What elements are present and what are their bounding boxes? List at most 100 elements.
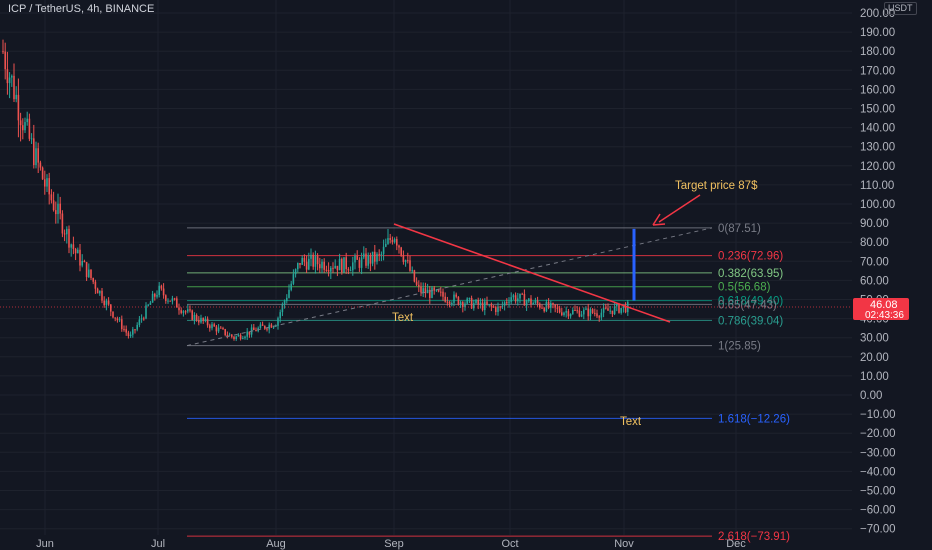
candle-body xyxy=(33,138,35,166)
fib-trend-diagonal[interactable] xyxy=(186,227,713,347)
candle-body xyxy=(173,298,176,300)
target-arrow-line[interactable] xyxy=(658,194,701,223)
candle-body xyxy=(583,309,585,315)
candle-body xyxy=(391,239,394,243)
candle-body xyxy=(244,336,246,339)
candle-body xyxy=(79,249,81,266)
candle-body xyxy=(50,194,53,201)
price-tick-label: 200.00 xyxy=(860,8,895,20)
candle-body xyxy=(565,311,567,313)
candle-body xyxy=(283,300,286,305)
candle-body xyxy=(233,336,235,340)
candle-body xyxy=(261,324,264,326)
candle-body xyxy=(162,288,165,296)
candle-body xyxy=(479,302,482,305)
price-tick-label: 0.00 xyxy=(860,390,882,402)
candle-body xyxy=(369,255,372,264)
fib-level-label: 0.786(39.04) xyxy=(718,315,783,327)
candle-body xyxy=(305,261,308,270)
target-price-annotation[interactable]: Target price 87$ xyxy=(675,180,758,192)
candle-body xyxy=(266,328,268,330)
candle-body xyxy=(508,301,510,303)
candle-body xyxy=(521,293,523,295)
candle-body xyxy=(129,334,132,337)
current-price-tag[interactable] xyxy=(853,297,909,320)
candle-body xyxy=(341,258,343,273)
candle-body xyxy=(431,287,433,298)
candle-body xyxy=(589,309,592,317)
price-tick-label: 120.00 xyxy=(860,161,895,173)
candle-body xyxy=(354,255,356,263)
candle-body xyxy=(517,298,519,302)
candle-body xyxy=(213,324,215,327)
candle-body xyxy=(314,256,317,267)
candle-body xyxy=(30,138,33,140)
descending-trendline[interactable] xyxy=(393,223,671,323)
fib-level-label: 2.618(−73.91) xyxy=(718,531,790,543)
candle-body xyxy=(563,312,565,316)
candle-body xyxy=(96,288,99,294)
candle-body xyxy=(587,308,589,317)
candle-body xyxy=(77,249,79,254)
candle-body xyxy=(297,262,299,270)
candle-body xyxy=(184,311,187,313)
candle-body xyxy=(26,118,28,123)
candle-body xyxy=(624,305,627,313)
candle-body xyxy=(92,278,94,282)
candle-body xyxy=(466,298,468,304)
candle-body xyxy=(156,294,158,297)
candle-body xyxy=(180,310,182,313)
candle-body xyxy=(270,324,273,328)
candle-body xyxy=(209,325,211,329)
text-annotation[interactable]: Text xyxy=(392,312,414,324)
candle-body xyxy=(528,298,530,302)
currency-badge[interactable]: USDT xyxy=(884,2,917,15)
candle-body xyxy=(393,239,396,243)
candle-body xyxy=(415,281,418,285)
candle-body xyxy=(468,297,471,299)
fibonacci-retracement[interactable]: 0(87.51) 0.236(72.96) 0.382(63.95) 0.5(56.6… xyxy=(187,223,790,543)
candle-body xyxy=(418,284,420,287)
time-tick-label: Oct xyxy=(501,538,518,550)
text-annotation[interactable]: Text xyxy=(620,416,642,428)
candle-body xyxy=(422,288,424,293)
candle-body xyxy=(360,257,363,268)
candle-body xyxy=(149,302,152,305)
candle-body xyxy=(576,310,578,312)
candle-body xyxy=(200,317,202,323)
candle-body xyxy=(600,312,603,318)
candle-body xyxy=(11,75,13,78)
candle-body xyxy=(151,293,154,303)
candle-body xyxy=(202,317,204,321)
fib-level-label: 0.236(72.96) xyxy=(718,251,783,263)
candle-body xyxy=(556,307,559,309)
candle-body xyxy=(330,267,332,272)
candle-body xyxy=(110,304,112,312)
candle-body xyxy=(411,270,413,272)
candle-body xyxy=(160,285,163,289)
candle-body xyxy=(552,303,554,305)
candle-body xyxy=(123,329,125,331)
price-axis[interactable]: 200.00 190.00 180.00 170.00 160.00 150.00 140.… xyxy=(853,8,909,536)
candle-body xyxy=(338,258,341,271)
time-axis[interactable]: Jun Jul Aug Sep Oct Nov Dec xyxy=(36,538,746,550)
candle-body xyxy=(61,213,64,234)
candle-body xyxy=(206,318,209,326)
candle-body xyxy=(440,291,442,293)
candle-body xyxy=(594,312,596,314)
candle-body xyxy=(143,318,145,320)
candle-body xyxy=(83,261,86,263)
candle-body xyxy=(90,269,92,279)
candle-body xyxy=(316,256,319,265)
candle-body xyxy=(525,301,528,306)
candle-body xyxy=(19,120,22,126)
candle-body xyxy=(246,331,248,337)
candle-body xyxy=(112,311,114,318)
candle-body xyxy=(605,307,607,309)
candle-body xyxy=(235,336,237,340)
candle-body xyxy=(35,148,37,166)
candle-body xyxy=(310,254,312,259)
time-tick-label: Sep xyxy=(384,538,404,550)
chart-drawings[interactable]: Target price 87$ Text Text xyxy=(0,180,852,428)
